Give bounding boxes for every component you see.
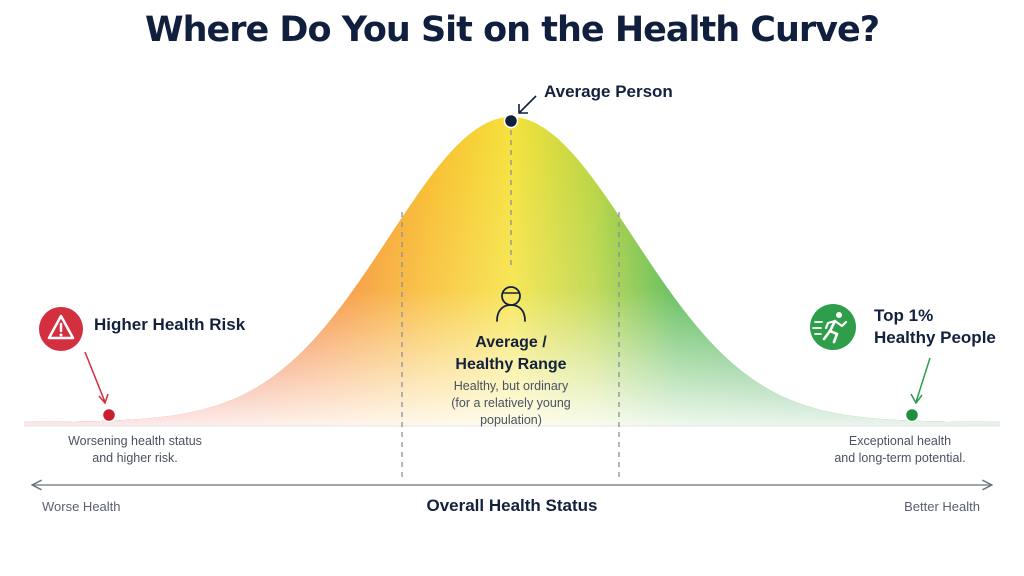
axis-right-label: Better Health [904, 499, 980, 514]
right-description: Exceptional health and long-term potenti… [800, 433, 1000, 467]
warning-icon [39, 307, 83, 351]
running-person-icon [810, 304, 856, 350]
left-callout-title: Higher Health Risk [94, 315, 246, 334]
left-marker [101, 407, 117, 423]
left-desc-line1: Worsening health status [68, 434, 202, 448]
center-desc-line2: (for a relatively young [451, 396, 571, 410]
center-title-line2: Healthy Range [455, 356, 567, 373]
center-desc-line3: population) [480, 413, 542, 427]
axis-title: Overall Health Status [426, 496, 598, 515]
peak-label: Average Person [544, 82, 673, 101]
right-marker [904, 407, 920, 423]
left-arrow [84, 351, 109, 405]
center-title-line1: Average / [475, 334, 547, 351]
bell-curve-fade [24, 117, 1000, 426]
left-description: Worsening health status and higher risk. [40, 433, 230, 467]
center-desc-line1: Healthy, but ordinary [453, 379, 569, 393]
right-title-line2: Healthy People [874, 328, 996, 347]
peak-arrow [518, 95, 537, 114]
right-desc-line1: Exceptional health [848, 434, 952, 448]
axis-left-label: Worse Health [42, 499, 121, 514]
peak-marker [503, 113, 519, 129]
center-description: Healthy, but ordinary (for a relatively … [411, 378, 611, 429]
right-callout-title: Top 1% Healthy People [874, 305, 996, 349]
right-desc-line2: and long-term potential. [834, 451, 966, 465]
center-callout-title: Average / Healthy Range [411, 332, 611, 376]
right-title-line1: Top 1% [874, 306, 934, 325]
person-icon [496, 286, 526, 322]
page-title: Where Do You Sit on the Health Curve? [144, 10, 880, 50]
right-arrow [910, 357, 931, 405]
left-desc-line2: and higher risk. [92, 451, 178, 465]
